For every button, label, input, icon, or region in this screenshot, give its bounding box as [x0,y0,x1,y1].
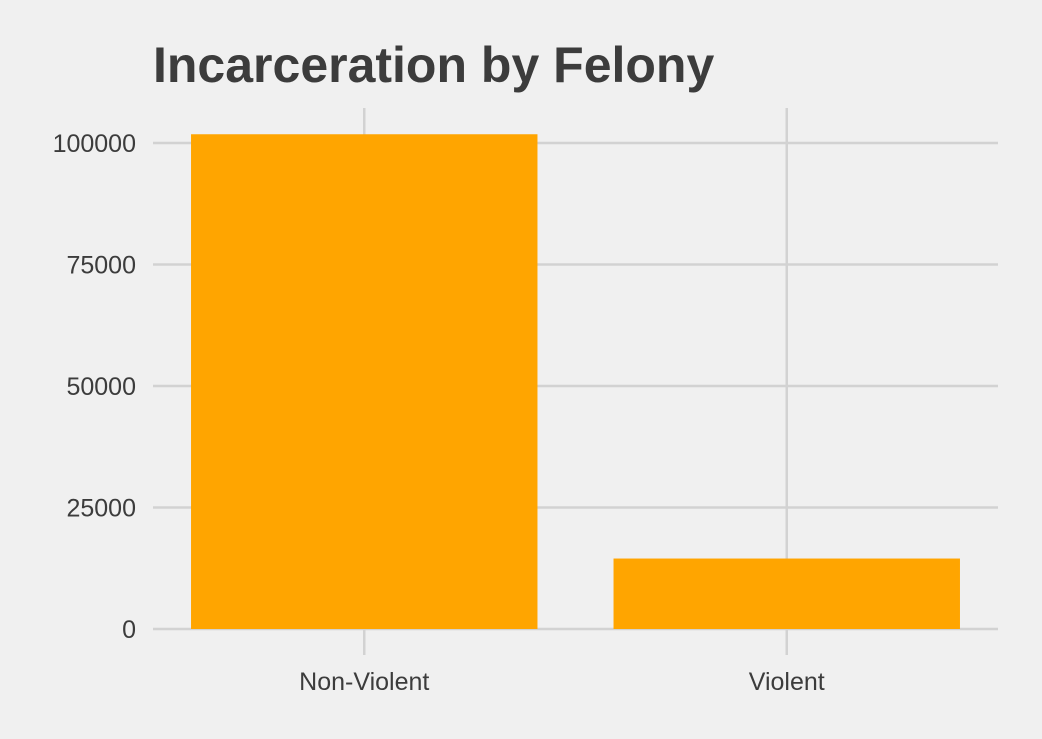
y-tick-label: 0 [122,616,136,644]
bar [613,558,960,629]
y-tick-label: 100000 [53,130,136,158]
x-tick-label: Violent [749,668,825,696]
y-tick-label: 25000 [66,495,136,523]
x-tick-label: Non-Violent [299,668,429,696]
y-axis-ticks: 0 25000 50000 75000 100000 [53,130,136,644]
bar [191,134,538,629]
chart-title: Incarceration by Felony [153,37,714,93]
bars [191,134,960,629]
x-axis-ticks: Non-Violent Violent [299,668,825,696]
y-tick-label: 50000 [66,373,136,401]
y-tick-label: 75000 [66,252,136,280]
